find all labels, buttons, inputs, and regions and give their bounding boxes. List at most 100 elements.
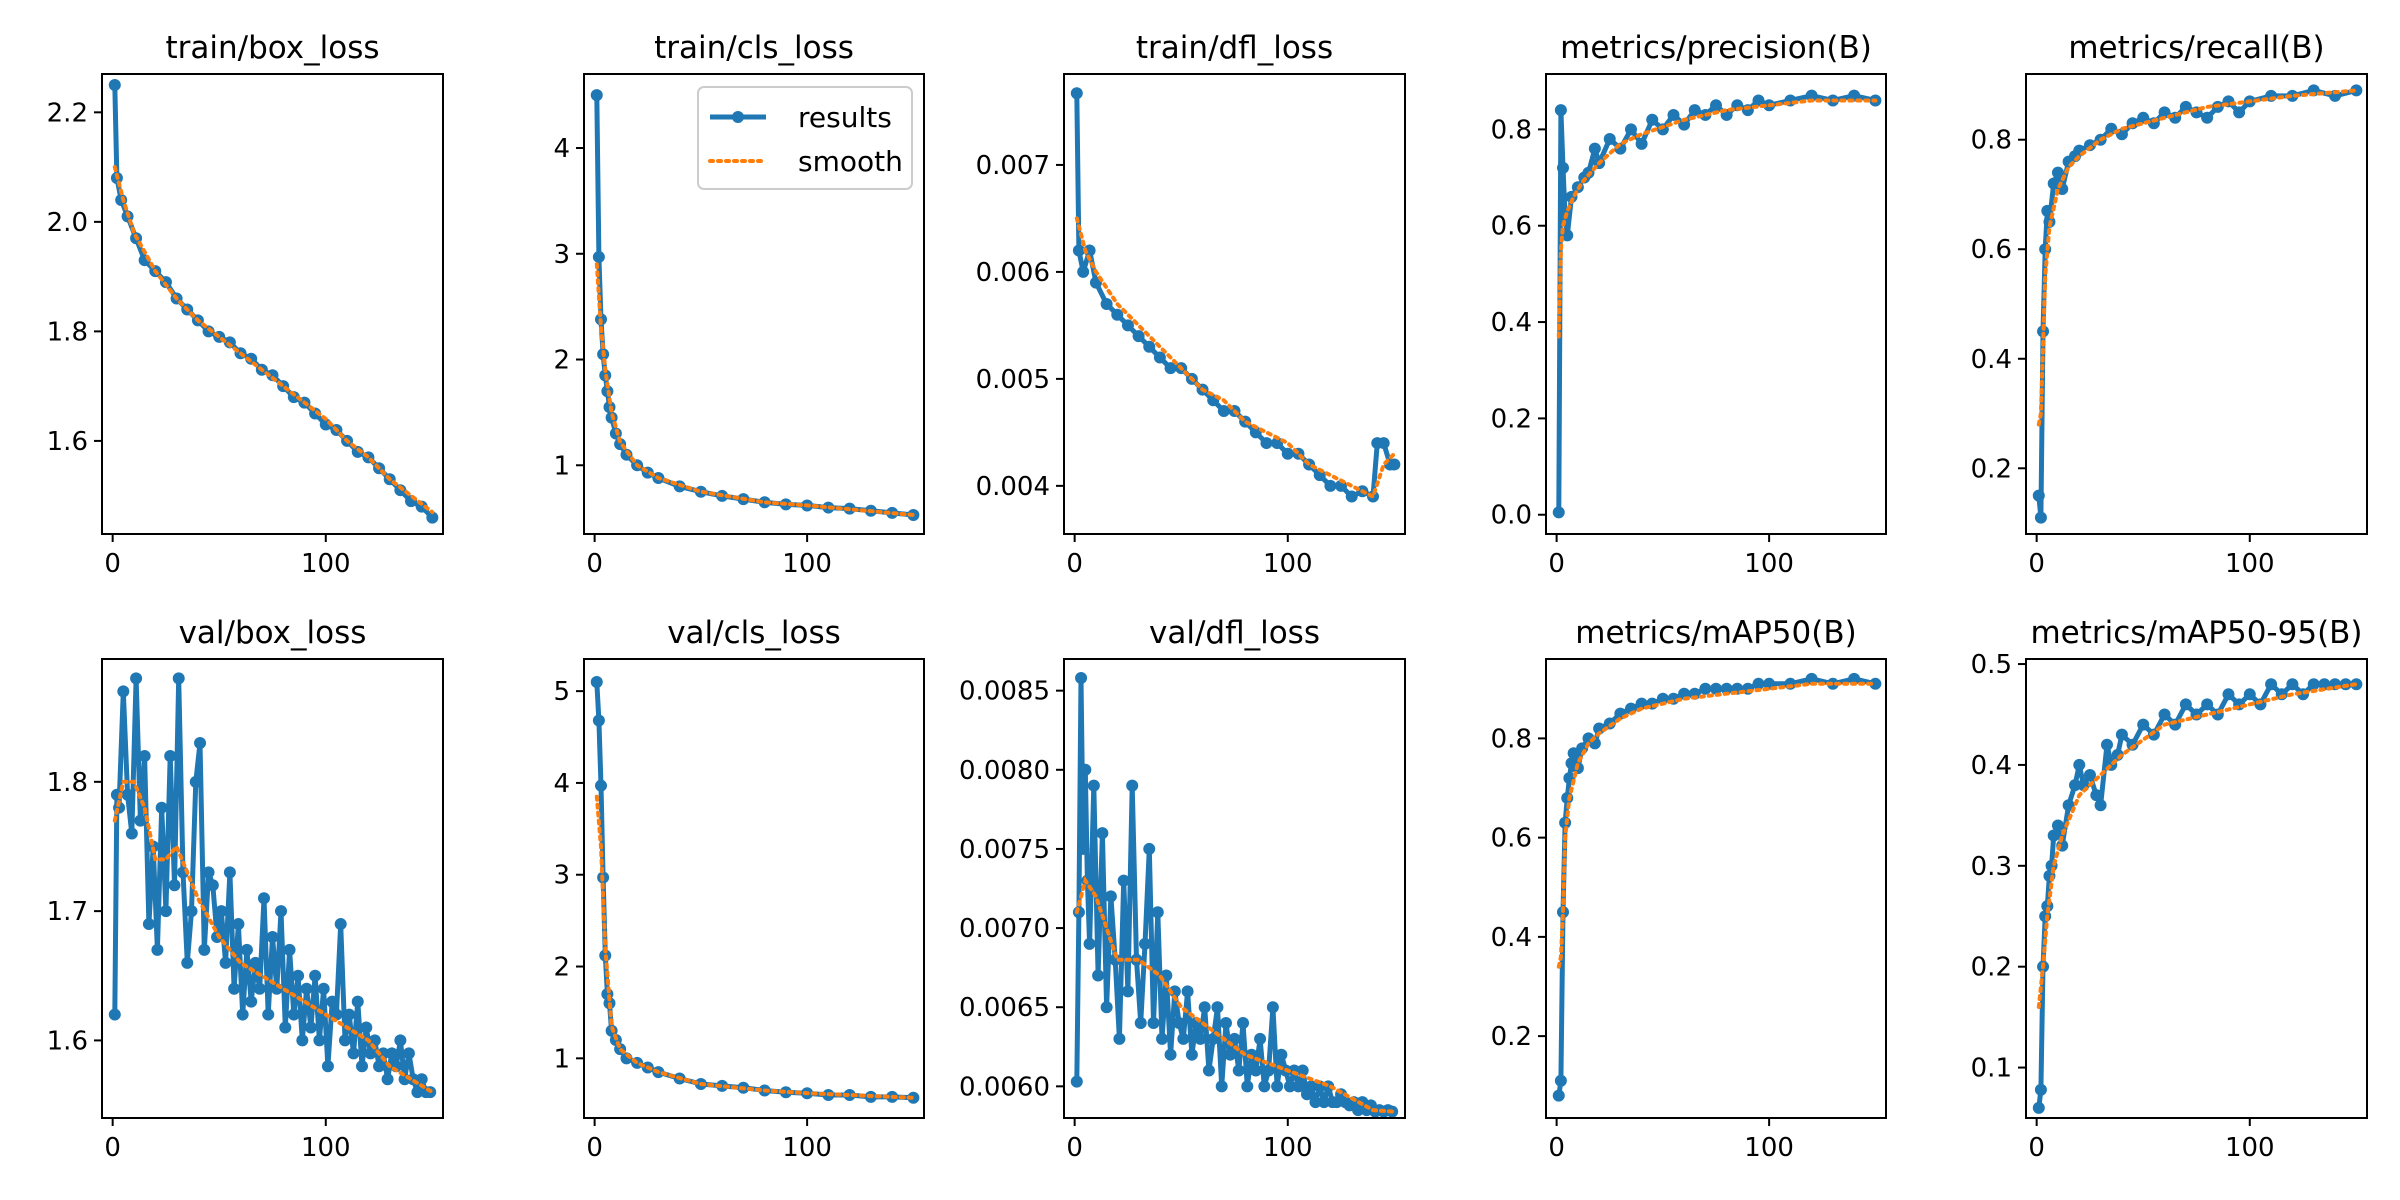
results-point	[1173, 1017, 1186, 1030]
results-point	[1138, 937, 1151, 950]
results-point	[1072, 244, 1085, 257]
results-series-line	[112, 675, 431, 1095]
results-point	[1588, 142, 1601, 155]
subplot-title: metrics/mAP50(B)	[1575, 615, 1856, 651]
subplot-title: val/cls_loss	[667, 615, 841, 651]
results-point	[215, 905, 228, 918]
y-tick-label: 2	[553, 953, 570, 983]
subplot-metrics-map50-b-: metrics/mAP50(B) 0 100 0.2 0.4 0.6 0.8	[1491, 615, 1887, 1163]
results-point	[1164, 362, 1177, 375]
results-series-line	[594, 681, 914, 1101]
results-point	[1104, 890, 1117, 903]
results-point	[1075, 671, 1088, 684]
results-point	[1219, 1017, 1232, 1030]
results-point	[1077, 842, 1090, 855]
results-point	[1258, 1080, 1271, 1093]
results-point	[1271, 1080, 1284, 1093]
results-point	[164, 749, 177, 762]
results-point	[134, 814, 147, 827]
results-point	[1283, 1080, 1296, 1093]
results-point	[1117, 874, 1130, 887]
results-point	[381, 1073, 394, 1086]
results-point	[1848, 672, 1861, 685]
results-point	[2286, 89, 2299, 102]
y-tick-label: 3	[553, 240, 570, 270]
axes-frame	[1545, 658, 1887, 1119]
results-point	[2034, 1083, 2047, 1096]
results-point	[283, 943, 296, 956]
results-point	[1552, 1089, 1565, 1102]
y-tick-label: 0.4	[1971, 345, 2012, 375]
results-point	[1593, 722, 1606, 735]
results-point	[313, 1034, 326, 1047]
y-tick-label: 0.8	[1491, 724, 1532, 754]
results-point	[240, 943, 253, 956]
x-tick-label: 100	[1263, 1133, 1313, 1163]
y-tick-label: 1.7	[47, 897, 88, 927]
results-series-line	[112, 84, 435, 520]
y-tick-label: 0.0080	[959, 756, 1050, 786]
results-point	[377, 1047, 390, 1060]
results-point	[1275, 1048, 1288, 1061]
results-point	[223, 336, 236, 349]
results-point	[426, 511, 439, 524]
results-point	[245, 995, 258, 1008]
results-point	[1667, 108, 1680, 121]
results-point	[1079, 763, 1092, 776]
axes-frame	[583, 658, 925, 1119]
results-point	[1198, 1001, 1211, 1014]
results-point	[2179, 698, 2192, 711]
x-tick-label: 100	[2225, 549, 2275, 579]
results-point	[1554, 1074, 1567, 1087]
results-point	[2100, 738, 2113, 751]
results-point	[394, 1034, 407, 1047]
smooth-series-line	[2036, 682, 2359, 1009]
results-point	[1625, 123, 1637, 136]
results-point	[117, 685, 130, 698]
subplot-val-cls-loss: val/cls_loss 0 100 1 2 3 4 5	[553, 615, 925, 1163]
results-point	[1388, 458, 1401, 471]
x-tick-label: 0	[1548, 1133, 1565, 1163]
subplot-train-box-loss: train/box_loss 0 100 1.6 1.8 2.0 2.2	[47, 30, 444, 579]
results-point	[1077, 265, 1090, 278]
y-tick-label: 1.6	[47, 1026, 88, 1056]
smooth-series-line	[594, 262, 916, 517]
y-tick-label: 0.0060	[959, 1072, 1050, 1102]
x-tick-label: 0	[1548, 549, 1565, 579]
axes-frame	[101, 73, 444, 535]
axes-frame	[1063, 658, 1406, 1119]
results-point	[1296, 1064, 1309, 1077]
x-tick-label: 100	[1744, 549, 1794, 579]
results-point	[2201, 111, 2214, 124]
y-tick-label: 0.005	[976, 365, 1050, 395]
results-point	[296, 1034, 309, 1047]
results-point	[1207, 1032, 1220, 1045]
results-point	[2222, 688, 2235, 701]
subplot-metrics-recall-b-: metrics/recall(B) 0 100 0.2 0.4 0.6 0.8	[1971, 30, 2368, 579]
results-point	[1181, 985, 1194, 998]
results-point	[1377, 437, 1390, 450]
results-point	[2147, 728, 2160, 741]
results-point	[2201, 698, 2214, 711]
results-point	[121, 788, 134, 801]
results-point	[2158, 708, 2171, 721]
results-series-line	[2036, 87, 2357, 521]
results-point	[223, 866, 236, 879]
results-series-line	[1074, 93, 1395, 500]
y-tick-label: 0.2	[1971, 953, 2012, 983]
results-point	[1237, 1017, 1250, 1030]
results-point	[168, 879, 181, 892]
results-series-line	[2036, 681, 2357, 1109]
results-point	[1126, 779, 1139, 792]
results-point	[1678, 118, 1691, 131]
results-point	[338, 1034, 351, 1047]
x-tick-label: 100	[2225, 1133, 2275, 1163]
subplot-title: train/dfl_loss	[1136, 30, 1333, 66]
results-point	[2233, 106, 2246, 119]
y-tick-label: 0.2	[1491, 1022, 1532, 1052]
results-point	[1720, 682, 1733, 695]
subplot-title: train/box_loss	[165, 30, 379, 66]
results-point	[1318, 1096, 1331, 1109]
x-tick-label: 100	[782, 1133, 832, 1163]
